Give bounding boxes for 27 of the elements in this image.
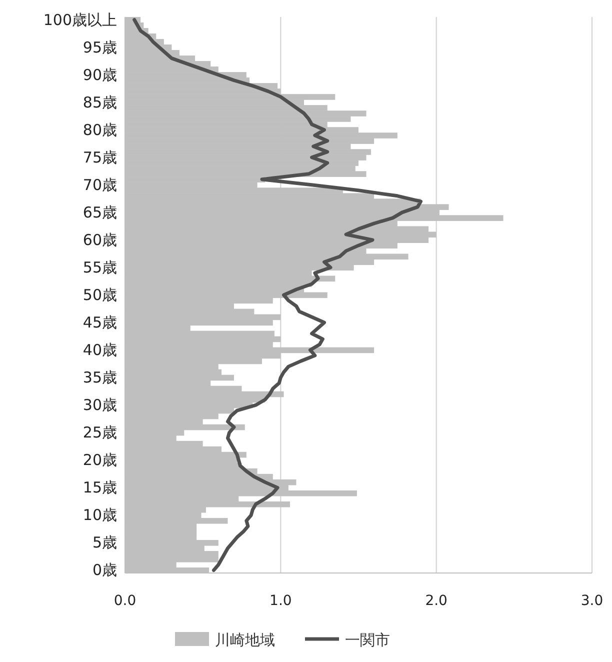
x-tick-label: 0.0	[114, 593, 136, 609]
y-tick-label: 30歳	[82, 396, 117, 414]
y-tick-label: 60歳	[82, 230, 117, 249]
y-tick-label: 25歳	[82, 424, 117, 442]
x-tick-label: 1.0	[270, 593, 292, 609]
legend-label: 川崎地域	[215, 631, 275, 649]
y-tick-label: 90歳	[82, 66, 117, 84]
y-tick-label: 55歳	[82, 258, 117, 276]
y-tick-label: 50歳	[82, 286, 117, 304]
x-tick-label: 2.0	[425, 593, 448, 609]
x-tick-label: 3.0	[580, 593, 604, 609]
y-tick-label: 75歳	[82, 148, 117, 166]
y-tick-label: 85歳	[82, 93, 117, 112]
y-tick-label: 65歳	[82, 203, 117, 222]
y-tick-label: 20歳	[82, 451, 117, 470]
y-tick-label: 95歳	[82, 38, 117, 56]
y-tick-label: 10歳	[82, 506, 117, 524]
y-tick-label: 70歳	[82, 176, 117, 194]
y-tick-label: 80歳	[82, 120, 117, 139]
y-tick-label: 40歳	[82, 341, 117, 360]
y-tick-label: 45歳	[82, 314, 117, 332]
y-tick-label: 35歳	[82, 368, 117, 387]
legend-label: 一関市	[345, 631, 390, 649]
y-tick-label: 100歳以上	[43, 10, 117, 29]
y-tick-label: 5歳	[92, 534, 117, 552]
y-tick-label: 0歳	[92, 561, 117, 580]
y-tick-label: 15歳	[82, 478, 117, 497]
